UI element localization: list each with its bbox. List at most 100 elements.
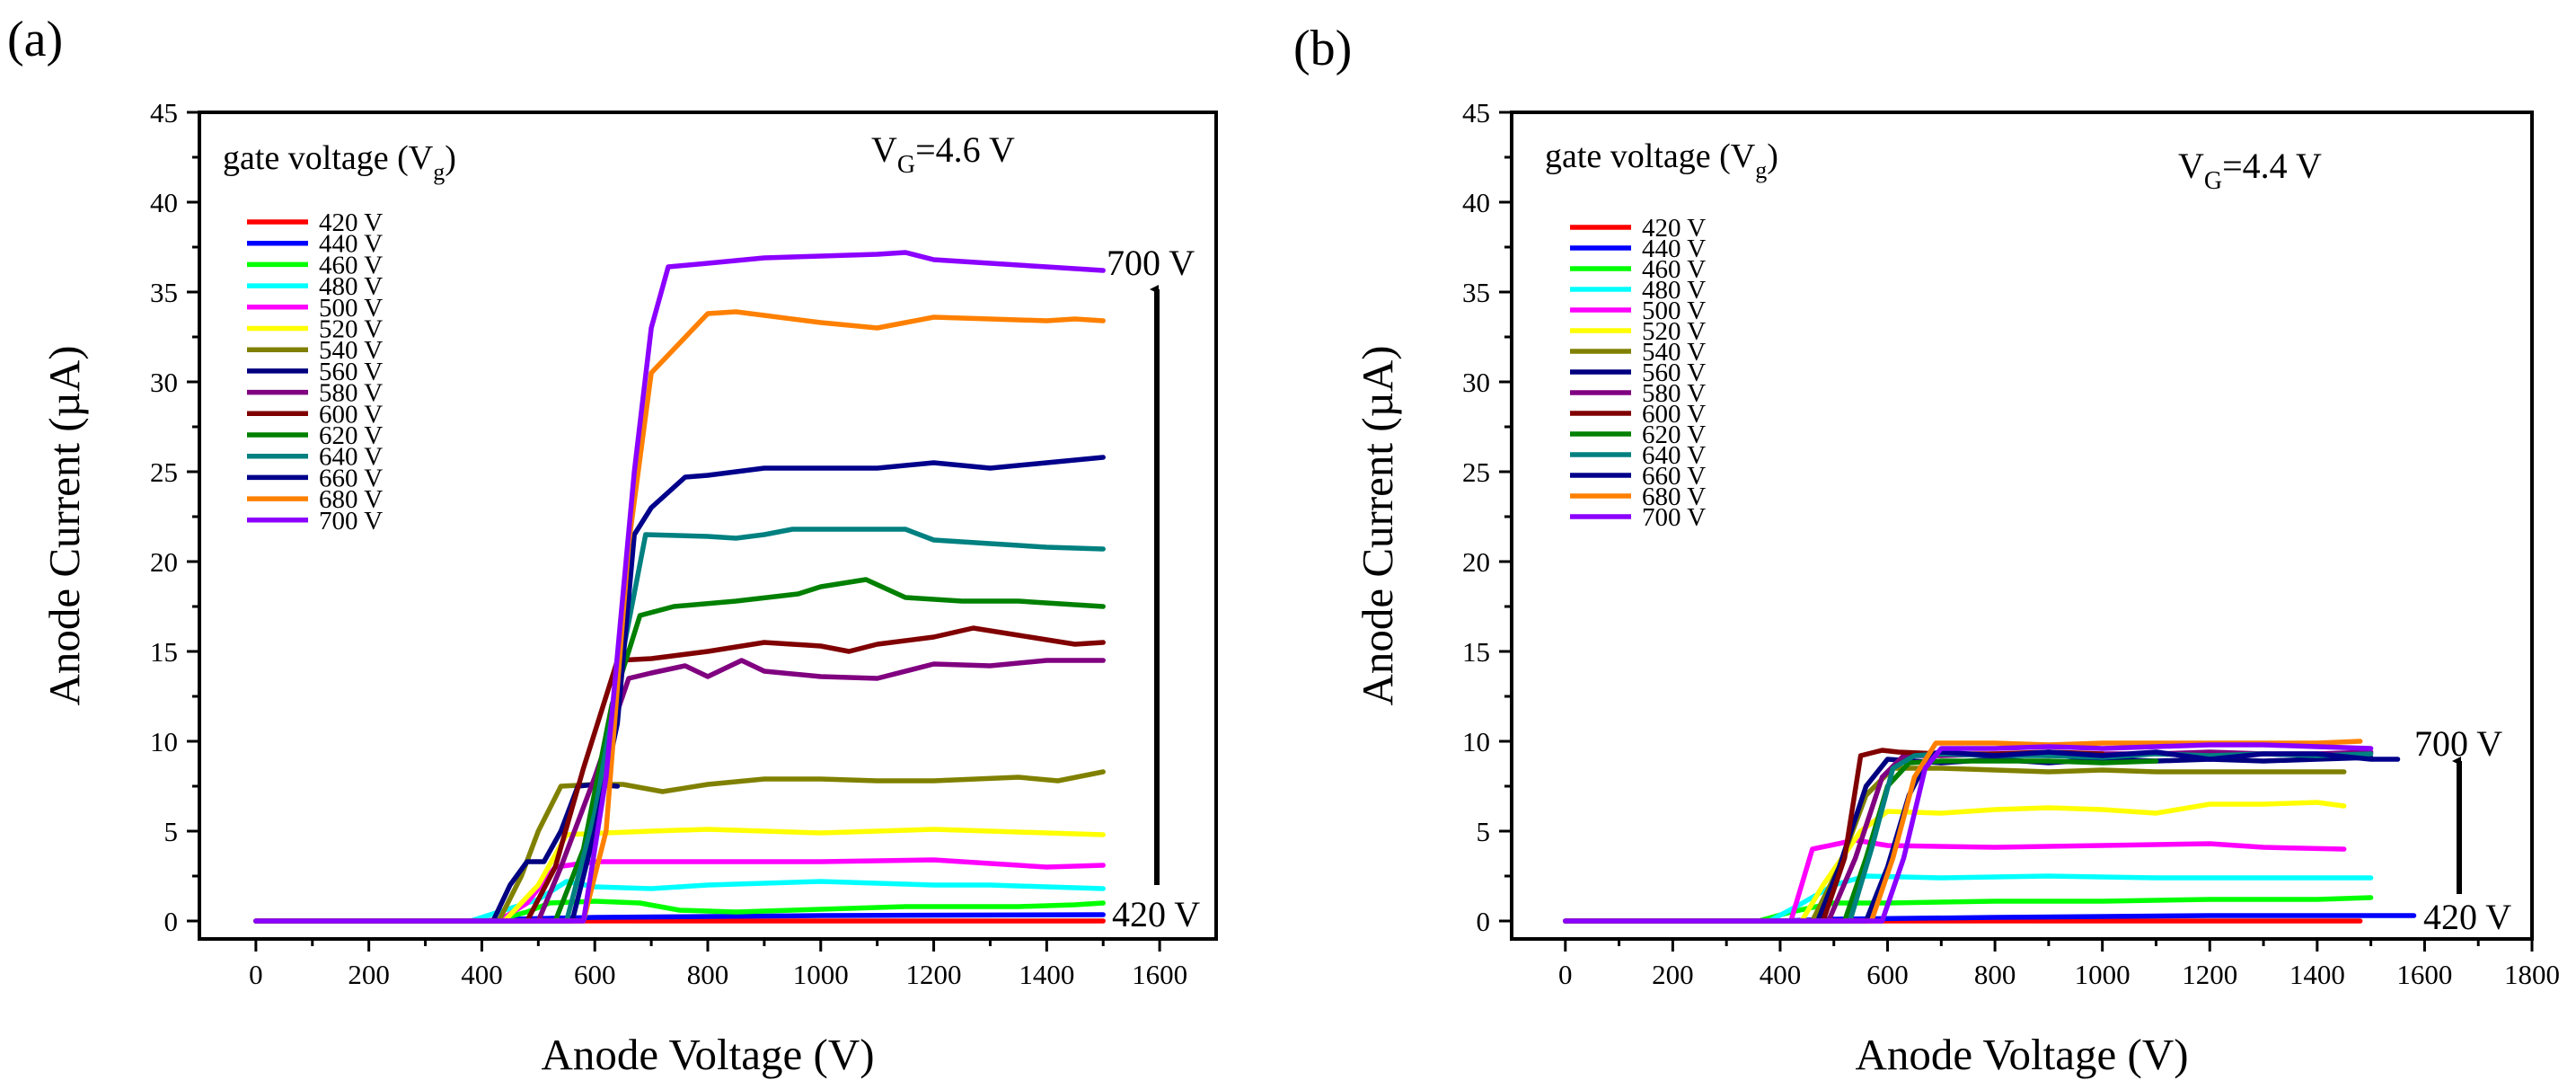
panel-b: (b) 0 200 400 600 800 1000 1200 1400 1600 1800 0 5 1…: [1293, 21, 2560, 1079]
panel-a-legend-label: 560 V: [319, 358, 383, 386]
panel-b-series-700v: [1563, 742, 2374, 924]
panel-a-series-540v: [253, 769, 1106, 924]
panel-a-series-680v: [253, 309, 1106, 924]
panel-a-y-tick-label: 30: [150, 367, 178, 398]
panel-a-y-tick-label: 10: [150, 726, 178, 757]
panel-a-legend-label: 580 V: [319, 379, 383, 408]
panel-b-x-tick-label: 1000: [2075, 959, 2130, 990]
panel-b-y-tick-label: 5: [1477, 816, 1491, 847]
panel-b-x-tick-label: 1400: [2289, 959, 2345, 990]
panel-a-y-axis-label: Anode Current (µA): [40, 345, 89, 705]
panel-b-legend-label: 460 V: [1642, 255, 1706, 284]
panel-b-y-tick-label: 10: [1462, 726, 1490, 757]
panel-b-y-tick-label: 45: [1462, 97, 1490, 128]
panel-a-x-tick-label: 1400: [1019, 959, 1074, 990]
panel-b-legend-label: 420 V: [1642, 214, 1706, 243]
panel-a-legend-label: 500 V: [319, 294, 383, 323]
panel-b-y-tick-label: 20: [1462, 546, 1490, 578]
panel-a-x-tick-label: 600: [574, 959, 616, 990]
panel-a-y-tick-label: 45: [150, 97, 178, 128]
panel-b-y-axis-label: Anode Current (µA): [1353, 345, 1402, 705]
panel-a-legend-label: 540 V: [319, 336, 383, 365]
panel-a-series-480v: [253, 879, 1106, 924]
panel-a-annotation-700v: 700 V: [1107, 243, 1195, 283]
panel-a-legend-label: 680 V: [319, 485, 383, 514]
panel-a-series-660v: [253, 455, 1106, 924]
panel-b-y-tick-label: 25: [1462, 456, 1490, 488]
panel-b-legend-label: 560 V: [1642, 359, 1706, 387]
panel-a-annotation-420v: 420 V: [1112, 894, 1200, 934]
panel-b-x-tick-label: 800: [1974, 959, 2016, 990]
panel-b-legend-label: 440 V: [1642, 235, 1706, 263]
panel-a-legend-label: 600 V: [319, 400, 383, 429]
panel-a-y-tick-label: 5: [164, 816, 179, 847]
panel-a-x-tick-label: 400: [461, 959, 503, 990]
panel-b-x-tick-label: 1800: [2504, 959, 2560, 990]
panel-a-series-520v: [253, 827, 1106, 924]
panel-a-y-tick-label: 15: [150, 636, 178, 668]
panel-b-legend-label: 600 V: [1642, 400, 1706, 429]
panel-b-legend-label: 700 V: [1642, 503, 1706, 532]
panel-a-axes: 0 200 400 600 800 1000 1200 1400 1600 0 5 10 15 20 25 3…: [150, 97, 1187, 990]
panel-a-legend-label: 460 V: [319, 251, 383, 279]
panel-a: (a) 0 200 400 600 800 1000 1200 1400 1600 0 5 10 15 2…: [7, 12, 1218, 1079]
panel-a-legend-label: 700 V: [319, 507, 383, 536]
panel-a-y-tick-label: 40: [150, 187, 178, 218]
panel-b-gate-voltage-label: VG=4.4 V: [2178, 146, 2322, 195]
panel-b-plot-frame: [1510, 111, 2534, 941]
panel-b-legend-label: 540 V: [1642, 338, 1706, 367]
panel-a-legend-title: gate voltage (Vg): [223, 139, 456, 185]
panel-b-x-axis-label: Anode Voltage (V): [1855, 1030, 2188, 1079]
panel-b-legend-label: 660 V: [1642, 462, 1706, 491]
panel-b-x-tick-label: 200: [1652, 959, 1694, 990]
panel-a-y-tick-label: 20: [150, 546, 178, 578]
panel-b-series-560v: [1563, 755, 2374, 924]
panel-a-series-600v: [253, 625, 1106, 924]
panel-a-legend-label: 420 V: [319, 208, 383, 237]
panel-a-legend-label: 440 V: [319, 230, 383, 259]
panel-a-legend-label: 480 V: [319, 272, 383, 301]
panel-a-x-tick-label: 1000: [793, 959, 849, 990]
panel-a-series-620v: [253, 577, 1106, 924]
panel-b-series-520v: [1563, 800, 2347, 924]
panel-a-x-tick-label: 800: [687, 959, 729, 990]
panel-a-legend-label: 640 V: [319, 443, 383, 472]
panel-a-series-700v: [253, 250, 1106, 924]
panel-a-legend-label: 660 V: [319, 464, 383, 492]
panel-a-gate-voltage-label: VG=4.6 V: [871, 129, 1015, 179]
panel-b-legend-label: 480 V: [1642, 276, 1706, 305]
panel-b-legend-label: 500 V: [1642, 297, 1706, 325]
panel-b-series: [1563, 739, 2417, 924]
panel-b-y-tick-label: 15: [1462, 636, 1490, 668]
panel-b-legend-label: 620 V: [1642, 421, 1706, 449]
panel-a-x-tick-label: 200: [348, 959, 390, 990]
panel-b-series-600v: [1563, 748, 2105, 924]
panel-a-x-axis-label: Anode Voltage (V): [541, 1030, 874, 1079]
panel-b-x-tick-label: 400: [1760, 959, 1802, 990]
panel-a-y-tick-label: 35: [150, 277, 178, 308]
panel-b-legend-label: 680 V: [1642, 483, 1706, 511]
panel-a-x-tick-label: 0: [249, 959, 263, 990]
panel-b-legend-title: gate voltage (Vg): [1545, 137, 1778, 183]
panel-b-axes: 0 200 400 600 800 1000 1200 1400 1600 1800 0 5 10 15 2…: [1462, 97, 2560, 990]
panel-b-x-tick-label: 1200: [2182, 959, 2237, 990]
panel-a-series: [253, 250, 1106, 924]
panel-b-y-tick-label: 30: [1462, 367, 1490, 398]
panel-b-x-tick-label: 0: [1558, 959, 1573, 990]
panel-b-series-660v: [1563, 749, 2401, 924]
panel-a-y-tick-label: 25: [150, 456, 178, 488]
panel-a-label: (a): [7, 12, 63, 67]
panel-b-legend-label: 520 V: [1642, 317, 1706, 346]
panel-b-series-500v: [1563, 837, 2347, 924]
panel-a-x-tick-label: 1200: [906, 959, 962, 990]
panel-b-legend-label: 580 V: [1642, 379, 1706, 408]
panel-a-x-tick-label: 1600: [1132, 959, 1187, 990]
panel-a-series-580v: [253, 658, 1106, 924]
panel-a-legend-label: 620 V: [319, 421, 383, 450]
panel-b-series-640v: [1563, 751, 2374, 924]
panel-a-y-tick-label: 0: [164, 906, 179, 937]
panel-b-x-tick-label: 1600: [2396, 959, 2452, 990]
